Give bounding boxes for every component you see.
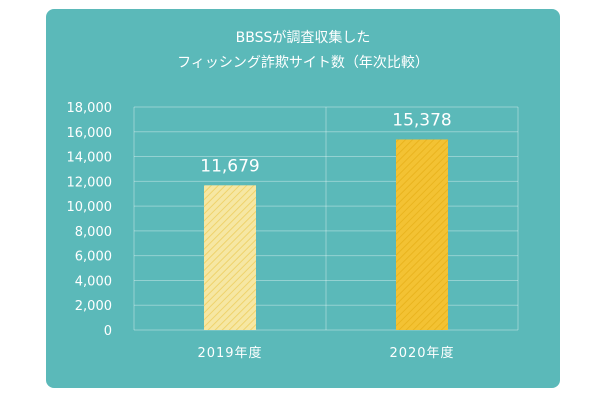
bars: [204, 139, 448, 330]
y-tick-label: 8,000: [75, 225, 112, 240]
x-category-label: 2020年度: [389, 345, 454, 361]
data-labels: 11,679 15,378: [200, 110, 451, 176]
x-axis: 2019年度 2020年度: [197, 345, 454, 361]
bar-1: [396, 139, 448, 330]
y-tick-label: 18,000: [67, 101, 113, 116]
bar-0: [204, 185, 256, 330]
y-tick-label: 0: [104, 324, 112, 339]
data-label: 11,679: [200, 156, 259, 176]
y-tick-label: 2,000: [75, 299, 112, 314]
chart-title: BBSSが調査収集した フィッシング詐欺サイト数（年次比較）: [46, 26, 560, 76]
y-tick-label: 16,000: [67, 126, 113, 141]
x-category-label: 2019年度: [197, 345, 262, 361]
y-tick-label: 4,000: [75, 274, 112, 289]
y-axis: 0 2,000 4,000 6,000 8,000 10,000 12,000 14,000 1…: [67, 101, 113, 339]
chart-title-line-1: BBSSが調査収集した: [235, 30, 371, 46]
y-tick-label: 6,000: [75, 250, 112, 265]
y-tick-label: 14,000: [67, 151, 113, 166]
chart-card: [46, 9, 560, 388]
gridlines: [133, 106, 519, 331]
y-tick-label: 10,000: [67, 200, 113, 215]
chart-title-line-2: フィッシング詐欺サイト数（年次比較）: [177, 55, 429, 71]
y-tick-label: 12,000: [67, 175, 113, 190]
data-label: 15,378: [392, 110, 451, 130]
